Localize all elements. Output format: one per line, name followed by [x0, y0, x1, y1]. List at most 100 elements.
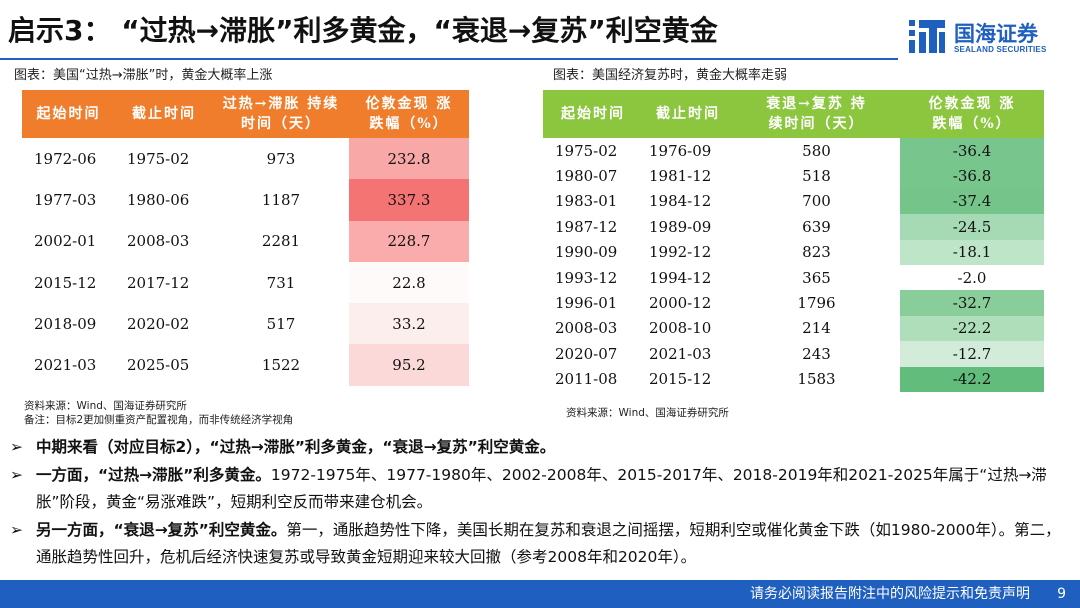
cell-end: 2020-02: [127, 314, 190, 333]
left-note: 备注：目标2更加侧重资产配置视角，而非传统经济学视角: [24, 414, 294, 426]
bullet-item: ➢ 一方面，“过热→滞胀”利多黄金。1972-1975年、1977-1980年、…: [10, 462, 1070, 517]
arrow-right-icon: ➢: [10, 465, 23, 484]
cell-change: -32.7: [900, 290, 1044, 316]
left-source: 资料来源：Wind、国海证券研究所: [24, 400, 187, 412]
cell-end: 1976-09: [649, 141, 712, 160]
cell-change: -37.4: [900, 188, 1044, 215]
cell-duration: 973: [266, 149, 296, 168]
cell-change: -2.0: [900, 264, 1044, 291]
cell-duration: 1522: [261, 356, 301, 375]
table-row: 2008-03 2008-10 214 -22.2: [543, 315, 1044, 342]
page-number: 9: [1057, 586, 1066, 602]
cell-end: 1981-12: [649, 167, 712, 186]
bullet-item: ➢ 另一方面，“衰退→复苏”利空黄金。第一，通胀趋势性下降，美国长期在复苏和衰退…: [10, 517, 1070, 572]
cell-change: -42.2: [900, 366, 1044, 392]
cell-start: 1993-12: [555, 268, 618, 287]
title-divider: [0, 58, 898, 60]
header-duration: 过热→滞胀 持续时间（天）: [222, 96, 340, 132]
table-row: 1975-02 1976-09 580 -36.4: [543, 138, 1044, 164]
table-row: 1977-03 1980-06 1187 337.3: [22, 179, 469, 221]
recession-recovery-table: 起始时间 截止时间 衰退→复苏 持续时间（天） 伦敦金现 涨跌幅（%） 1975…: [543, 90, 1044, 392]
cell-end: 1989-09: [649, 217, 712, 236]
table-row: 1990-09 1992-12 823 -18.1: [543, 239, 1044, 265]
table-row: 2002-01 2008-03 2281 228.7: [22, 220, 469, 262]
page-title: 启示3： “过热→滞胀”利多黄金，“衰退→复苏”利空黄金: [8, 14, 718, 47]
cell-duration: 639: [802, 217, 831, 236]
cell-change: -18.1: [900, 239, 1044, 265]
sealand-logo-icon: [909, 20, 945, 53]
cell-change: 22.8: [349, 261, 469, 304]
header-end: 截止时间: [656, 106, 720, 122]
cell-change: 33.2: [349, 303, 469, 345]
cell-change: -12.7: [900, 341, 1044, 367]
bullet-text: 第一，通胀趋势性下降，美国长期在复苏和衰退之间摇摆，短期利空或催化黄金下跌（如1…: [36, 520, 1061, 567]
table-body: 1975-02 1976-09 580 -36.4 1980-07 1981-12 518 -…: [543, 138, 1044, 392]
bullet-bold: 另一方面，“衰退→复苏”利空黄金。: [36, 520, 287, 539]
cell-start: 1996-01: [555, 294, 618, 313]
cell-duration: 1796: [797, 294, 836, 313]
cell-duration: 365: [802, 268, 831, 287]
cell-start: 2002-01: [34, 232, 97, 251]
bullet-bold: 一方面，“过热→滞胀”利多黄金。: [36, 465, 271, 484]
cell-change: 228.7: [349, 220, 469, 262]
cell-start: 1975-02: [555, 141, 618, 160]
cell-duration: 214: [802, 319, 831, 338]
header-end: 截止时间: [132, 106, 196, 122]
cell-duration: 517: [266, 314, 296, 333]
cell-end: 1980-06: [127, 190, 190, 209]
cell-duration: 1187: [261, 190, 301, 209]
cell-duration: 2281: [261, 232, 301, 251]
bullet-list: ➢ 中期来看（对应目标2），“过热→滞胀”利多黄金，“衰退→复苏”利空黄金。 ➢…: [10, 434, 1070, 572]
header-change: 伦敦金现 涨跌幅（%）: [928, 96, 1016, 132]
right-source: 资料来源：Wind、国海证券研究所: [566, 407, 729, 419]
cell-change: -22.2: [900, 315, 1044, 342]
bullet-bold: 中期来看（对应目标2），“过热→滞胀”利多黄金，“衰退→复苏”利空黄金。: [36, 438, 556, 456]
cell-start: 2021-03: [34, 356, 97, 375]
cell-end: 1992-12: [649, 243, 712, 262]
cell-change: -36.8: [900, 163, 1044, 189]
company-logo: 国海证券 SEALAND SECURITIES: [908, 14, 1068, 60]
cell-end: 2017-12: [127, 273, 190, 292]
table-row: 2018-09 2020-02 517 33.2: [22, 303, 469, 345]
bullet-text: 1972-1975年、1977-1980年、2002-2008年、2015-20…: [36, 465, 1047, 512]
cell-end: 2008-03: [127, 232, 190, 251]
logo-text-en: SEALAND SECURITIES: [954, 45, 1047, 54]
cell-change: 337.3: [349, 179, 469, 221]
cell-start: 1972-06: [34, 149, 97, 168]
right-table-caption: 图表：美国经济复苏时，黄金大概率走弱: [553, 68, 788, 83]
cell-change: 232.8: [349, 138, 469, 180]
table-row: 1996-01 2000-12 1796 -32.7: [543, 290, 1044, 316]
disclaimer-text: 请务必阅读报告附注中的风险提示和免责声明: [750, 586, 1030, 602]
cell-start: 2020-07: [555, 344, 618, 363]
cell-end: 1975-02: [127, 149, 190, 168]
cell-end: 2008-10: [649, 319, 712, 338]
table-row: 1972-06 1975-02 973 232.8: [22, 138, 469, 180]
cell-duration: 700: [802, 192, 831, 211]
cell-duration: 823: [802, 243, 831, 262]
cell-start: 1980-07: [555, 167, 618, 186]
bullet-item: ➢ 中期来看（对应目标2），“过热→滞胀”利多黄金，“衰退→复苏”利空黄金。: [10, 434, 1070, 462]
header-start: 起始时间: [36, 106, 101, 122]
header-change: 伦敦金现 涨跌幅（%）: [365, 96, 453, 132]
table-row: 2020-07 2021-03 243 -12.7: [543, 341, 1044, 367]
cell-change: 95.2: [349, 344, 469, 386]
header-duration: 衰退→复苏 持续时间（天）: [766, 96, 867, 132]
cell-duration: 1583: [797, 370, 836, 389]
table-row: 2011-08 2015-12 1583 -42.2: [543, 366, 1044, 392]
table-row: 2015-12 2017-12 731 22.8: [22, 261, 469, 304]
header-start: 起始时间: [561, 106, 625, 122]
cell-change: -24.5: [900, 214, 1044, 240]
cell-end: 2015-12: [649, 370, 712, 389]
table-header: 起始时间 截止时间 过热→滞胀 持续时间（天） 伦敦金现 涨跌幅（%）: [22, 90, 469, 138]
cell-start: 2018-09: [34, 314, 97, 333]
cell-end: 1994-12: [649, 268, 712, 287]
cell-end: 2021-03: [649, 344, 712, 363]
cell-duration: 518: [802, 167, 831, 186]
cell-duration: 580: [802, 141, 831, 160]
cell-start: 2008-03: [555, 319, 618, 338]
cell-duration: 243: [802, 344, 831, 363]
cell-change: -36.4: [900, 138, 1044, 164]
cell-end: 2025-05: [127, 356, 190, 375]
arrow-right-icon: ➢: [10, 520, 23, 539]
cell-end: 2000-12: [649, 294, 712, 313]
